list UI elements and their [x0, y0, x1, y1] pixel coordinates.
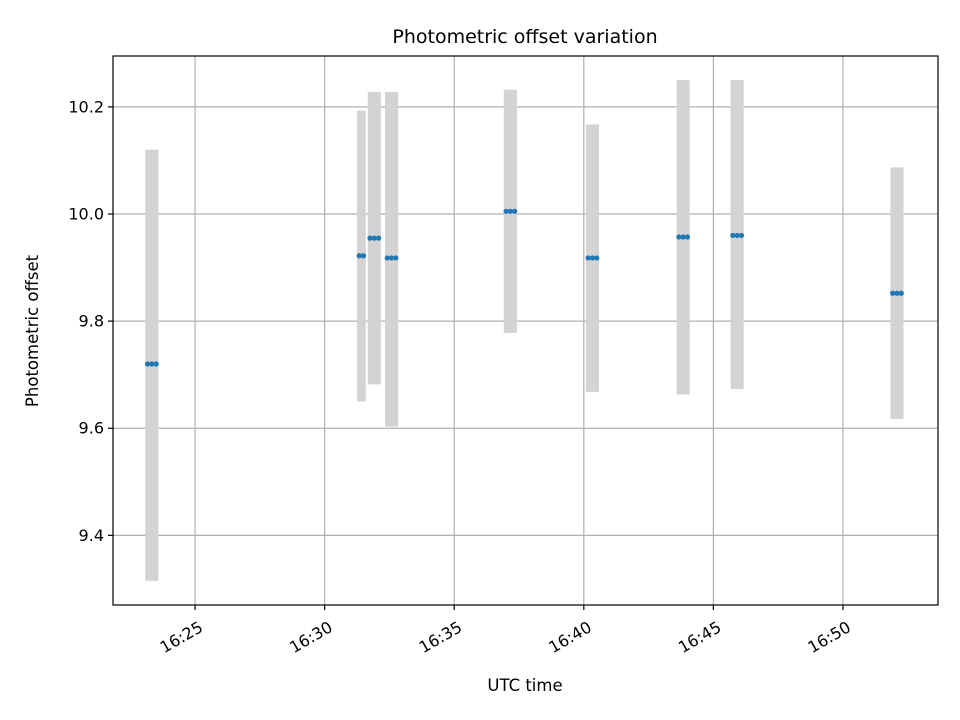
x-axis-title: UTC time [487, 676, 562, 695]
x-axis-ticks: 16:25 16:30 16:35 16:40 16:45 16:50 [157, 605, 854, 657]
data-point [730, 232, 736, 239]
x-tick-label: 16:25 [157, 617, 206, 657]
y-tick-label: 9.6 [79, 419, 104, 438]
data-point [594, 255, 600, 261]
data-point [149, 361, 155, 367]
data-point [393, 255, 399, 261]
data-point [371, 235, 377, 241]
x-tick-label: 16:45 [675, 617, 724, 657]
data-point [384, 255, 390, 261]
data-point [376, 235, 382, 241]
data-point [589, 255, 596, 261]
data-point [503, 208, 509, 214]
grid [113, 56, 938, 605]
data-point [898, 290, 904, 296]
data-point [680, 234, 686, 240]
chart-title: Photometric offset variation [392, 26, 657, 48]
y-axis-title: Photometric offset [23, 254, 42, 407]
data-point [153, 361, 159, 367]
data-point [367, 235, 373, 241]
plot-frame [112, 55, 939, 606]
y-axis-ticks: 9.4 9.6 9.8 10.0 10.2 [68, 97, 113, 545]
x-tick-label: 16:35 [416, 617, 465, 657]
data-point [738, 232, 745, 239]
data-points [144, 208, 904, 367]
data-point [360, 253, 367, 259]
data-point [356, 253, 362, 259]
data-point [684, 234, 691, 240]
data-point [676, 234, 682, 240]
data-point [388, 255, 395, 261]
data-point [512, 208, 518, 214]
y-tick-label: 10.2 [68, 97, 104, 116]
data-point [734, 232, 740, 239]
data-point [144, 361, 151, 367]
data-point [894, 290, 900, 296]
x-tick-label: 16:50 [805, 617, 854, 657]
x-tick-label: 16:40 [545, 617, 594, 657]
data-point [507, 208, 513, 214]
y-tick-label: 10.0 [68, 205, 104, 224]
x-tick-label: 16:30 [286, 617, 335, 657]
error-bars [145, 80, 904, 581]
y-tick-label: 9.8 [79, 312, 104, 331]
data-point [585, 255, 591, 261]
data-point [890, 290, 896, 296]
y-tick-label: 9.4 [79, 526, 104, 545]
